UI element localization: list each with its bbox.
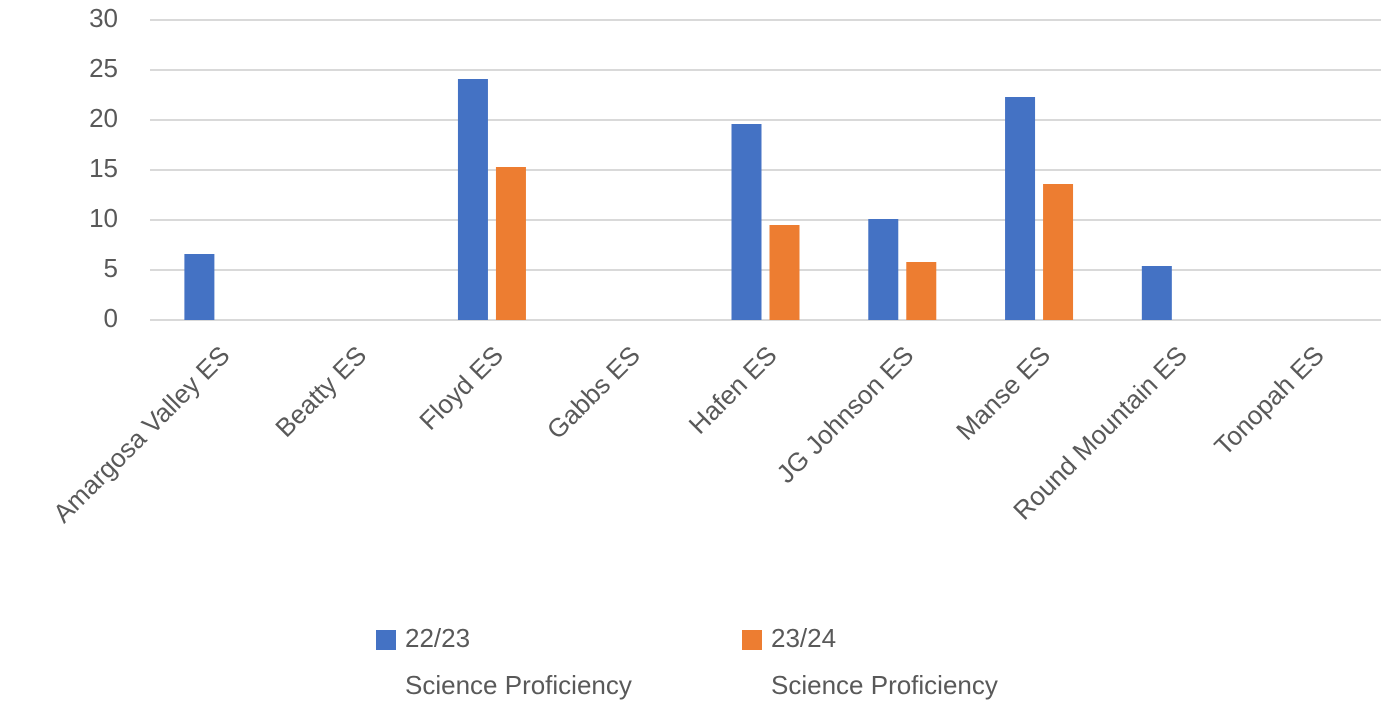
x-tick-label: Floyd ES: [413, 340, 509, 436]
bar: [769, 225, 800, 320]
bar: [868, 219, 899, 320]
bar: [1043, 184, 1074, 320]
y-tick-label: 0: [104, 303, 118, 333]
y-tick-label: 10: [89, 203, 118, 233]
legend-swatch: [376, 630, 396, 650]
bar: [1005, 97, 1036, 320]
x-tick-label: Amargosa Valley ES: [47, 340, 235, 528]
x-tick-label: Tonopah ES: [1208, 340, 1329, 461]
bar: [1141, 266, 1172, 320]
x-tick-label: Gabbs ES: [541, 340, 646, 445]
x-tick-label: JG Johnson ES: [770, 340, 919, 489]
bar: [495, 167, 526, 320]
x-tick-label: Hafen ES: [683, 340, 783, 440]
y-tick-label: 25: [89, 53, 118, 83]
y-tick-label: 15: [89, 153, 118, 183]
bar: [457, 79, 488, 320]
bar: [906, 262, 937, 320]
y-tick-label: 30: [89, 3, 118, 33]
bar: [184, 254, 215, 320]
legend-swatch: [742, 630, 762, 650]
legend-label: 22/23 Science Proficiency: [405, 623, 632, 700]
x-tick-label: Manse ES: [950, 340, 1056, 446]
y-tick-label: 5: [104, 253, 118, 283]
legend-label: 23/24 Science Proficiency: [771, 623, 998, 700]
bar: [731, 124, 762, 320]
y-tick-label: 20: [89, 103, 118, 133]
x-tick-label: Beatty ES: [269, 340, 372, 443]
